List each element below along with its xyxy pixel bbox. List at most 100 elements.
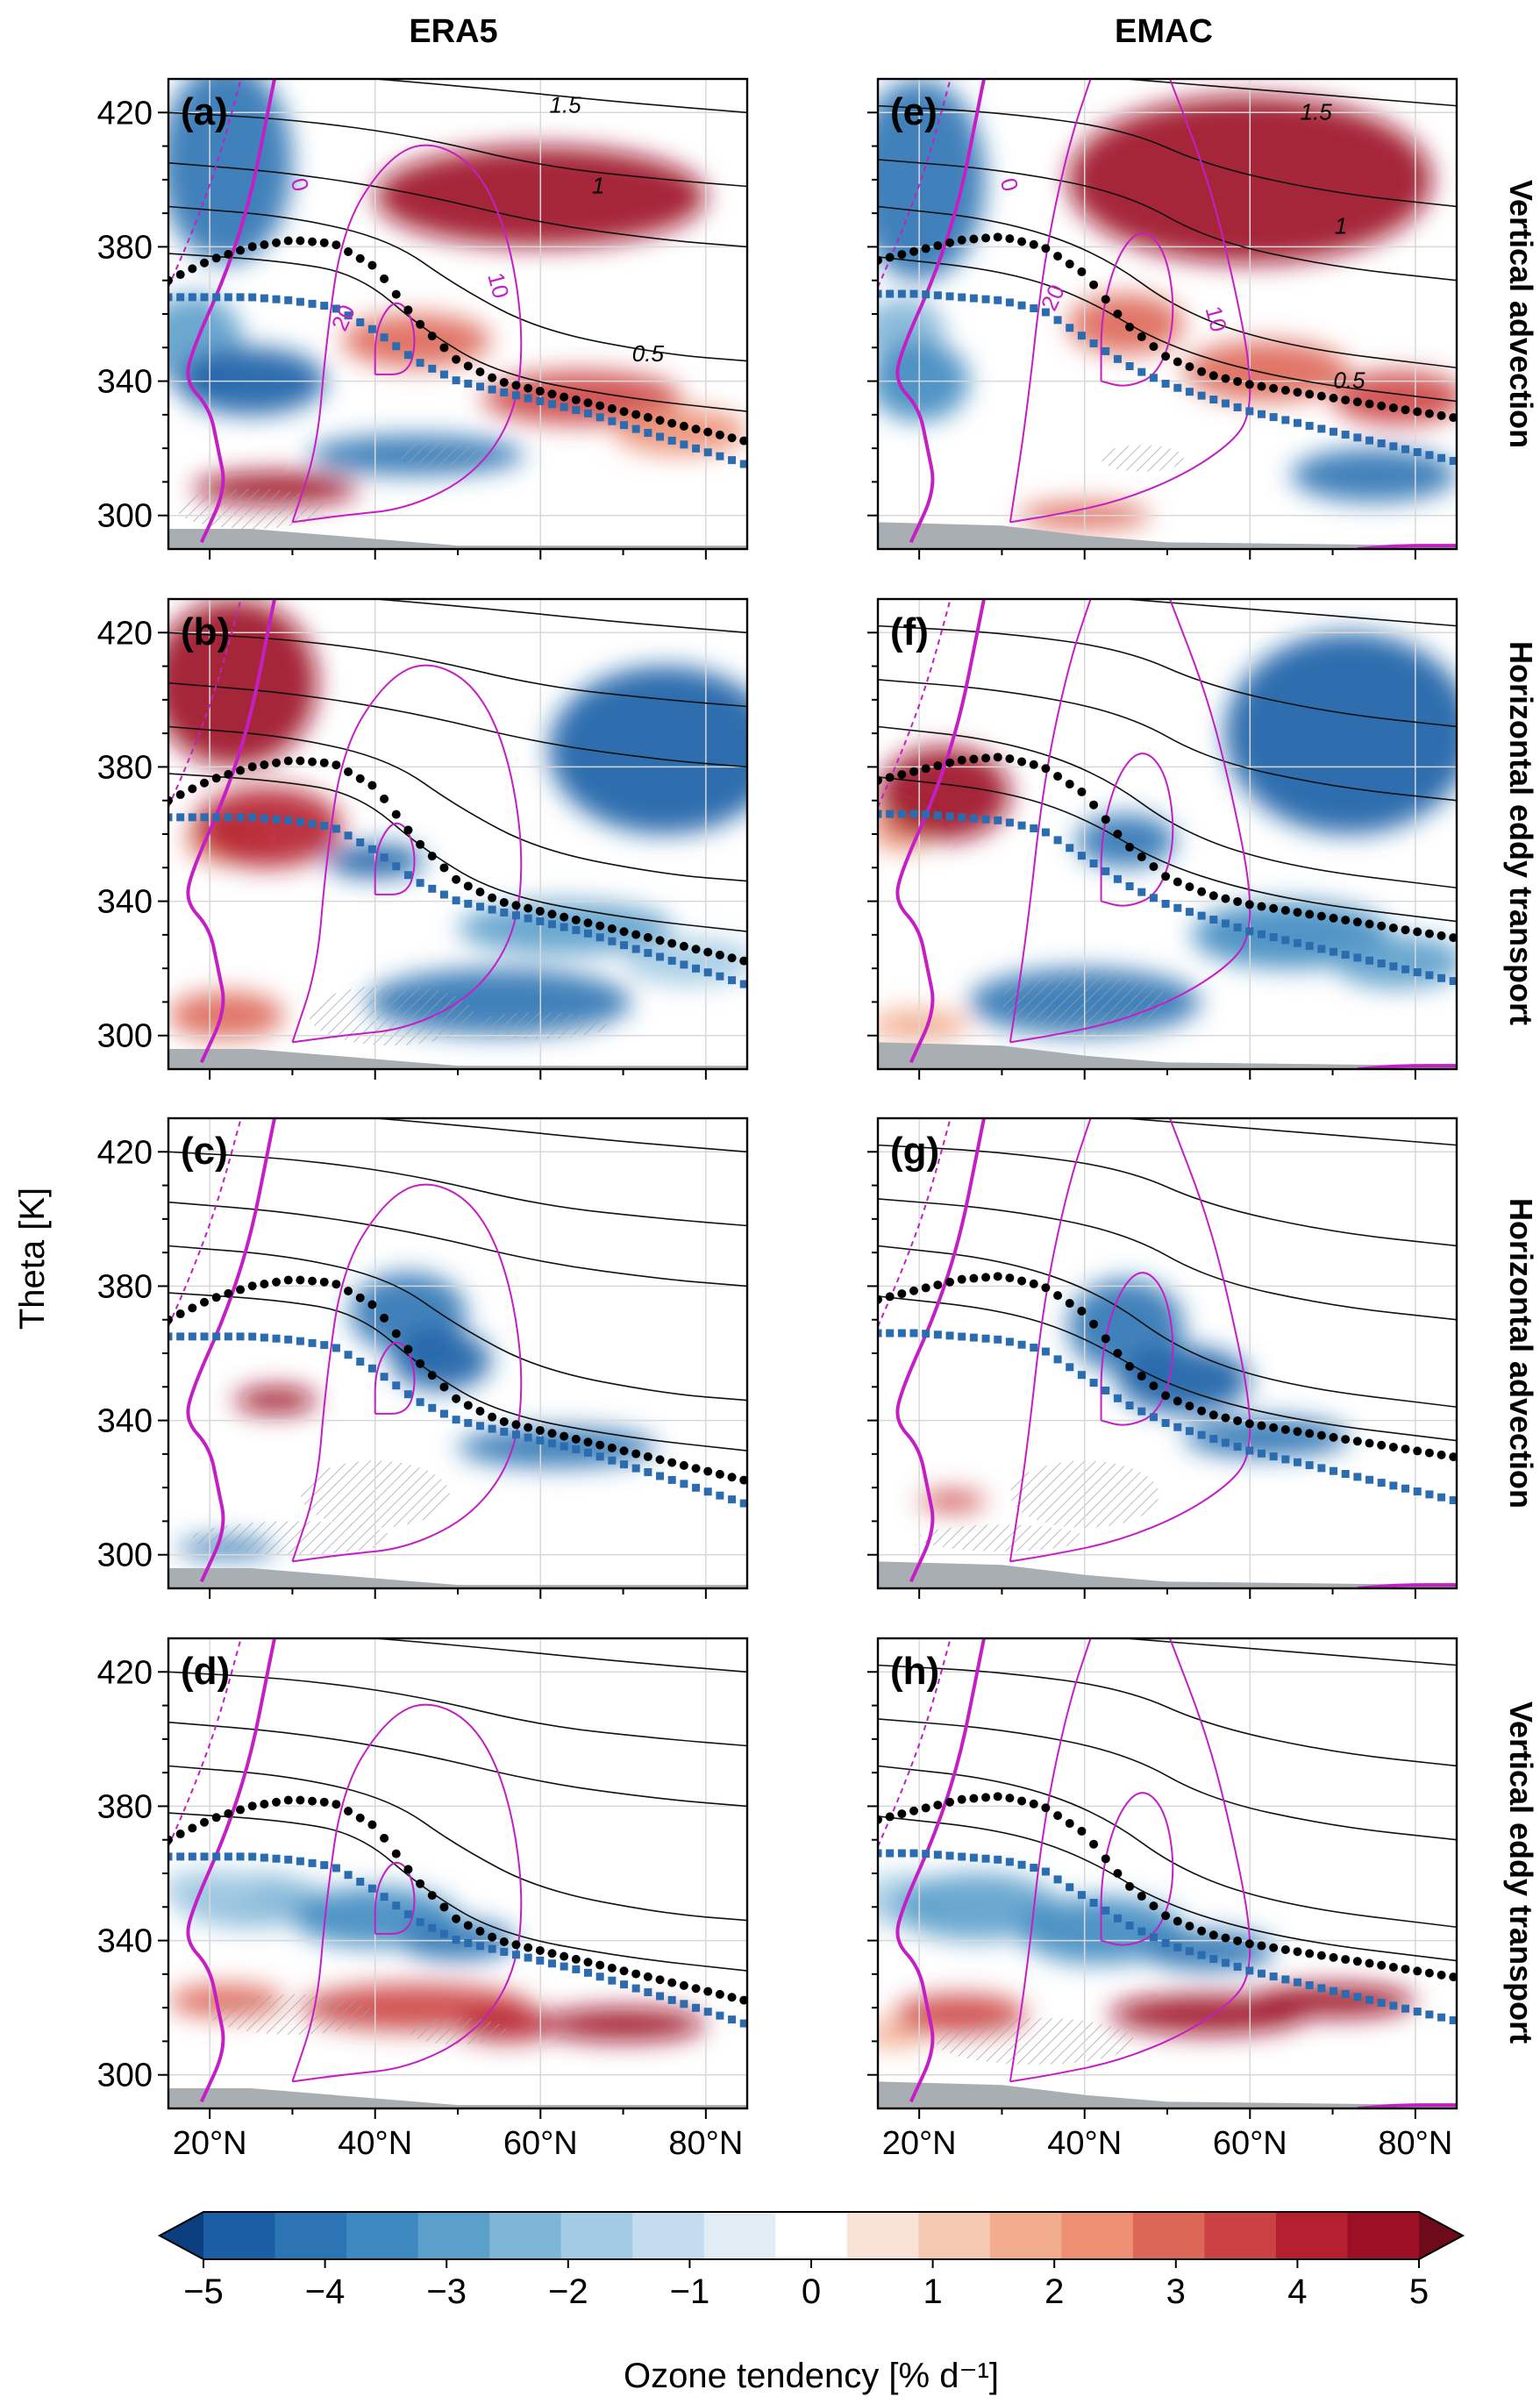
tropopause-marker-square [1077,1371,1086,1380]
tropopause-marker-square [969,294,978,303]
tropopause-marker-dot [427,852,437,861]
tendency-patch [878,79,986,281]
pv-contour [168,1245,747,1402]
tropopause-marker-dot [224,249,233,259]
tropopause-marker-dot [1413,407,1422,417]
x-tick-label: 20°N [882,2125,957,2162]
tropopause-marker-dot [631,410,641,419]
tropopause-marker-dot [655,416,665,425]
tropopause-marker-dot [511,381,521,390]
tropopause-marker-dot [524,1423,533,1432]
tropopause-marker-dot [571,915,581,924]
tropopause-marker-dot [703,1987,713,1996]
tropopause-marker-square [1113,1914,1122,1922]
tropopause-marker-square [1377,1479,1386,1487]
tropopause-marker-dot [211,1813,221,1823]
tropopause-marker-dot [168,795,173,805]
tropopause-marker-square [1125,361,1134,370]
tropopause-marker-dot [583,398,593,408]
tropopause-marker-square [897,810,906,818]
wind-10-contour [1009,599,1251,1044]
tropopause-marker-dot [439,1902,449,1912]
tropopause-marker-square [212,1332,221,1341]
pv-contour [878,1144,1457,1247]
tropopause-marker-dot [1305,1949,1315,1958]
tropopause-marker-dot [1316,1951,1326,1960]
tropopause-marker-dot [1352,1437,1362,1446]
tropopause-marker-square [595,933,604,942]
tropopause-marker-dot [1221,894,1230,903]
pv-contour [878,159,1457,282]
tropopause-marker-dot [1377,1960,1387,1970]
tropopause-marker-dot [1401,1965,1410,1974]
tropopause-marker-dot [416,1879,425,1888]
tropopause-marker-square [1294,1978,1301,1987]
tropopause-marker-square [656,432,665,441]
tropopause-marker-square [692,2003,701,2012]
tropopause-marker-dot [524,1943,533,1952]
tropopause-marker-square [1449,2016,1457,2025]
tropopause-marker-square [1161,1418,1170,1427]
tropopause-marker-dot [655,1455,665,1465]
tropopause-marker-dot [247,1801,257,1811]
tropopause-marker-square [739,460,747,468]
tendency-patch [1225,632,1457,834]
tropopause-marker-square [608,1976,617,1985]
tropopause-marker-square [200,1332,209,1341]
tropopause-marker-dot [367,1820,377,1830]
tropopause-marker-dot [296,756,305,766]
tropopause-marker-square [308,819,317,828]
tropopause-marker-square [1089,1899,1098,1908]
tropopause-marker-dot [1185,1402,1194,1411]
tropopause-marker-dot [283,1275,293,1285]
tropopause-marker-square [428,1923,437,1932]
tropopause-marker-square [272,815,281,824]
tropopause-marker-square [1137,1407,1146,1416]
colorbar-tick-label: 0 [802,2272,821,2311]
tropopause-marker-square [608,1456,617,1465]
tropopause-marker-dot [1280,385,1290,395]
row-title-vertical-advection: Vertical advection [1503,180,1539,448]
tropopause-marker-square [981,1854,990,1863]
tropopause-marker-square [878,1329,882,1338]
tropopause-marker-dot [332,240,341,250]
tropopause-marker-dot [643,412,652,422]
tropopause-marker-dot [1113,310,1123,318]
tropopause-marker-dot [655,1975,665,1985]
tropopause-marker-square [1425,451,1434,460]
tropopause-marker-square [356,317,365,326]
tropopause-marker-square [1401,1484,1410,1493]
tropopause-marker-square [1233,1962,1242,1971]
tropopause-marker-dot [1005,234,1015,244]
tropopause-marker-dot [1388,403,1398,412]
tropopause-marker-square [969,1853,978,1862]
tropopause-marker-dot [933,1280,943,1290]
tropopause-marker-dot [475,1407,485,1416]
tropopause-marker-square [1317,1984,1326,1993]
y-tick-label: 420 [97,1134,153,1171]
pv-contour [168,205,747,362]
tropopause-marker-dot [1365,1438,1374,1448]
terrain [168,529,747,549]
tropopause-marker-square [439,1409,448,1418]
tropopause-marker-dot [200,1817,210,1827]
tropopause-marker-square [248,813,257,822]
tropopause-marker-square [1017,301,1026,310]
tropopause-marker-dot [463,361,473,371]
tropopause-marker-square [1173,1943,1182,1951]
tropopause-marker-dot [1089,280,1099,289]
tropopause-marker-square [1005,298,1014,307]
tropopause-marker-dot [1280,1944,1290,1954]
pv-contour [878,1664,1457,1767]
tropopause-marker-dot [1077,787,1087,796]
tropopause-marker-dot [427,1371,437,1380]
terrain [168,1049,747,1069]
tropopause-marker-square [656,952,665,961]
tropopause-marker-dot [619,927,629,937]
wind-10-contour [291,1703,523,2083]
tropopause-marker-dot [1401,1445,1410,1454]
tendency-patch [540,2008,706,2042]
tropopause-marker-dot [679,1460,688,1470]
tropopause-marker-dot [380,1313,389,1323]
